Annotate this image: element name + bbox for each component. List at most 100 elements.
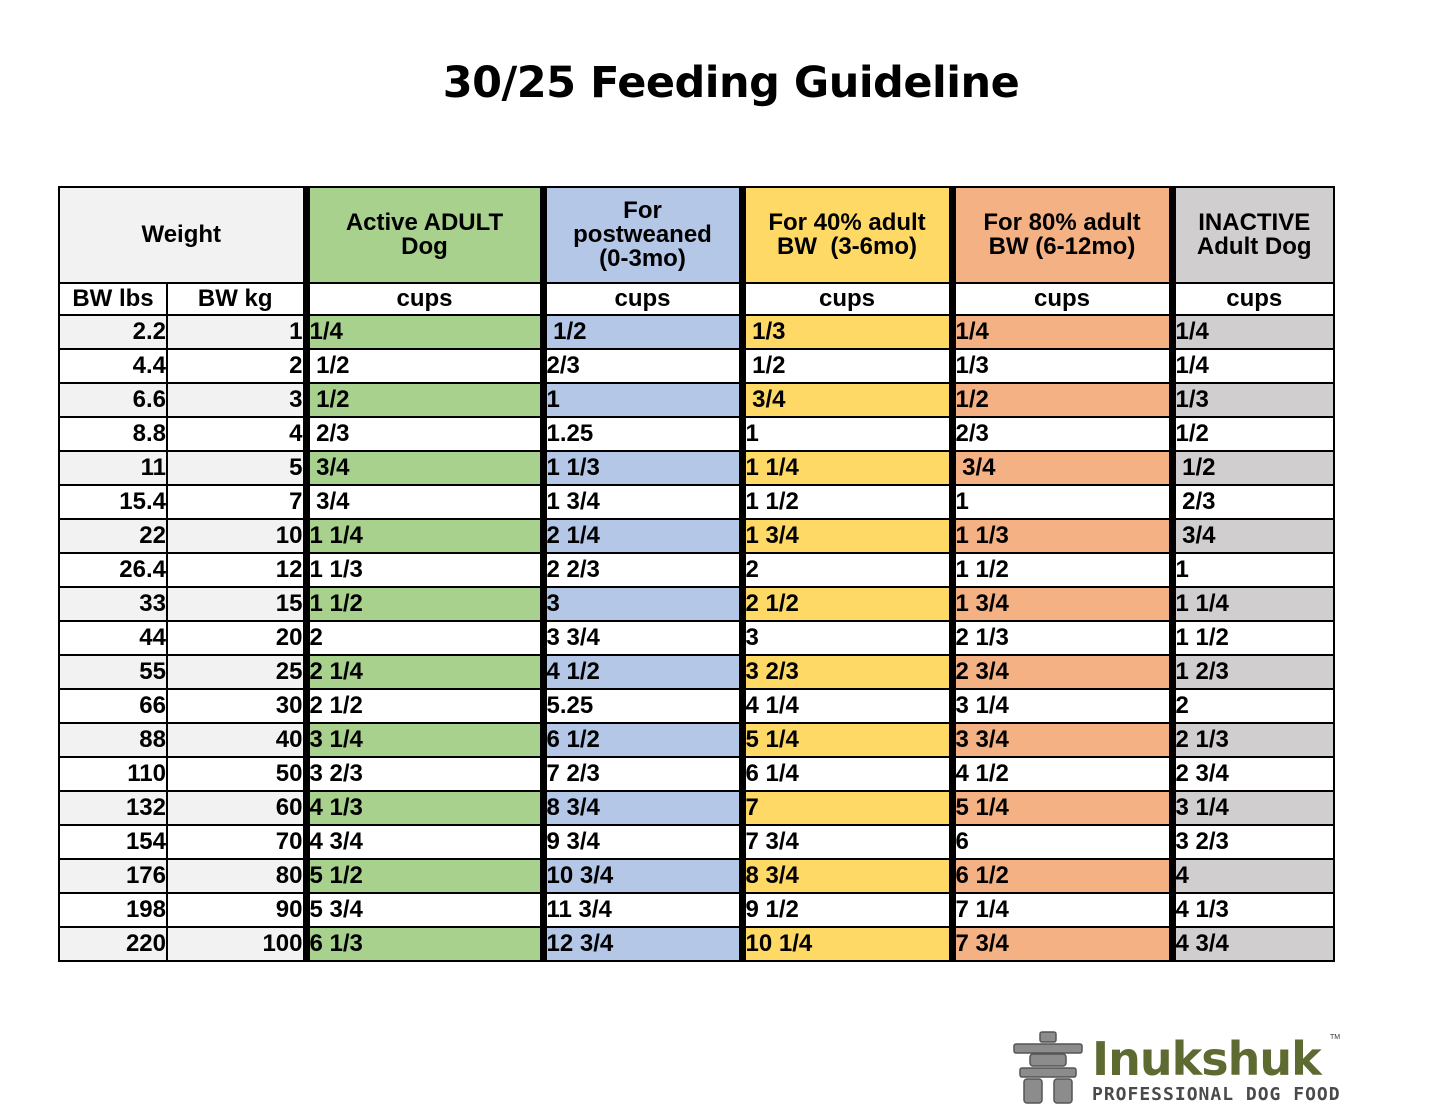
pct80-cups-cell: 2 3/4 [948, 654, 1173, 690]
table-row: 8.8 4 2/3 1.25 1 2/3 1/2 [58, 416, 1335, 452]
table-row: 44 20 2 3 3/4 3 2 1/3 1 1/2 [58, 620, 1335, 656]
bw-kg-cell: 1 [166, 314, 307, 350]
active-adult-cups-cell: 5 3/4 [302, 892, 544, 928]
active-adult-cups-cell: 1/2 [302, 382, 544, 418]
pct40-cups-cell: 1 3/4 [738, 518, 953, 554]
inactive-header-line2: Adult Dog [1196, 233, 1312, 260]
bw-kg-cell: 90 [166, 892, 307, 928]
postweaned-cups-cell: 2 1/4 [539, 518, 743, 554]
pct80-cups-cell: 7 1/4 [948, 892, 1173, 928]
inactive-cups-cell: 3 2/3 [1168, 824, 1335, 860]
bw-kg-cell: 25 [166, 654, 307, 690]
pct80-cups-cell: 1/2 [948, 382, 1173, 418]
active-adult-header-line2: Dog [401, 233, 448, 260]
inactive-cups-cell: 2 [1168, 688, 1335, 724]
bw-kg-cell: 70 [166, 824, 307, 860]
pct80-cups-cell: 1 1/3 [948, 518, 1173, 554]
pct80-cups-label: cups [948, 282, 1173, 316]
active-adult-header: Active ADULT Dog [302, 186, 544, 284]
pct40-cups-cell: 3 2/3 [738, 654, 953, 690]
postweaned-header: For postweaned (0-3mo) [539, 186, 743, 284]
table-row: 132 60 4 1/3 8 3/4 7 5 1/4 3 1/4 [58, 790, 1335, 826]
feeding-table: Weight Active ADULT Dog For postweaned (… [58, 186, 1335, 962]
bw-lbs-cell: 198 [58, 892, 168, 928]
active-cups-label: cups [302, 282, 544, 316]
table-row: 11 5 3/4 1 1/3 1 1/4 3/4 1/2 [58, 450, 1335, 486]
bw-kg-cell: 5 [166, 450, 307, 486]
inactive-header-line1: INACTIVE [1198, 209, 1311, 236]
inactive-cups-cell: 1/2 [1168, 450, 1335, 486]
bw-kg-cell: 10 [166, 518, 307, 554]
bw-lbs-cell: 4.4 [58, 348, 168, 384]
table-row: 220 100 6 1/3 12 3/4 10 1/4 7 3/4 4 3/4 [58, 926, 1335, 962]
active-adult-cups-cell: 2 1/4 [302, 654, 544, 690]
pct40-cups-cell: 4 1/4 [738, 688, 953, 724]
pct40-cups-cell: 2 [738, 552, 953, 588]
postweaned-cups-cell: 2 2/3 [539, 552, 743, 588]
subheader-row: BW lbs BW kg cups cups cups cups cups [58, 282, 1335, 316]
pct40-cups-cell: 1/3 [738, 314, 953, 350]
postweaned-header-line2: postweaned [573, 221, 712, 248]
active-adult-cups-cell: 2 1/2 [302, 688, 544, 724]
bw-lbs-cell: 110 [58, 756, 168, 792]
bw-lbs-cell: 11 [58, 450, 168, 486]
pct40-cups-cell: 5 1/4 [738, 722, 953, 758]
logo-tagline: PROFESSIONAL DOG FOOD [1092, 1084, 1341, 1105]
postweaned-cups-cell: 5.25 [539, 688, 743, 724]
postweaned-cups-cell: 1 3/4 [539, 484, 743, 520]
pct40-cups-cell: 10 1/4 [738, 926, 953, 962]
inukshuk-stone-figure-icon [1013, 1031, 1083, 1104]
inactive-cups-cell: 1/2 [1168, 416, 1335, 452]
active-adult-cups-cell: 2/3 [302, 416, 544, 452]
inactive-cups-cell: 2 1/3 [1168, 722, 1335, 758]
table-row: 6.6 3 1/2 1 3/4 1/2 1/3 [58, 382, 1335, 418]
inactive-cups-cell: 3 1/4 [1168, 790, 1335, 826]
header-row: Weight Active ADULT Dog For postweaned (… [58, 186, 1335, 284]
weight-header: Weight [58, 186, 307, 284]
inactive-cups-cell: 1 [1168, 552, 1335, 588]
active-adult-cups-cell: 3/4 [302, 450, 544, 486]
postweaned-cups-cell: 12 3/4 [539, 926, 743, 962]
pct80-cups-cell: 1 [948, 484, 1173, 520]
pct80-header: For 80% adult BW (6-12mo) [948, 186, 1173, 284]
pct80-header-line2: BW (6-12mo) [988, 233, 1136, 260]
inactive-cups-cell: 1/3 [1168, 382, 1335, 418]
postweaned-cups-cell: 1/2 [539, 314, 743, 350]
pct40-cups-cell: 2 1/2 [738, 586, 953, 622]
pct40-cups-cell: 3/4 [738, 382, 953, 418]
table-row: 88 40 3 1/4 6 1/2 5 1/4 3 3/4 2 1/3 [58, 722, 1335, 758]
postweaned-cups-cell: 6 1/2 [539, 722, 743, 758]
pct80-cups-cell: 3/4 [948, 450, 1173, 486]
postweaned-cups-label: cups [539, 282, 743, 316]
bw-kg-cell: 60 [166, 790, 307, 826]
postweaned-header-line3: (0-3mo) [599, 245, 686, 272]
inactive-cups-cell: 1 2/3 [1168, 654, 1335, 690]
table-row: 66 30 2 1/2 5.25 4 1/4 3 1/4 2 [58, 688, 1335, 724]
table-row: 4.4 2 1/2 2/3 1/2 1/3 1/4 [58, 348, 1335, 384]
bw-kg-cell: 3 [166, 382, 307, 418]
active-adult-cups-cell: 5 1/2 [302, 858, 544, 894]
bw-kg-header: BW kg [166, 282, 307, 316]
logo-trademark: TM [1330, 1034, 1341, 1041]
postweaned-cups-cell: 7 2/3 [539, 756, 743, 792]
pct80-cups-cell: 1/3 [948, 348, 1173, 384]
pct40-cups-cell: 9 1/2 [738, 892, 953, 928]
postweaned-cups-cell: 1 1/3 [539, 450, 743, 486]
pct40-header-line1: For 40% adult [768, 209, 926, 236]
pct80-cups-cell: 4 1/2 [948, 756, 1173, 792]
table-row: 110 50 3 2/3 7 2/3 6 1/4 4 1/2 2 3/4 [58, 756, 1335, 792]
bw-kg-cell: 12 [166, 552, 307, 588]
pct40-cups-cell: 1 [738, 416, 953, 452]
bw-kg-cell: 7 [166, 484, 307, 520]
pct80-cups-cell: 1/4 [948, 314, 1173, 350]
bw-lbs-cell: 15.4 [58, 484, 168, 520]
active-adult-cups-cell: 2 [302, 620, 544, 656]
pct80-cups-cell: 5 1/4 [948, 790, 1173, 826]
active-adult-cups-cell: 3 2/3 [302, 756, 544, 792]
inactive-cups-label: cups [1168, 282, 1335, 316]
pct80-cups-cell: 6 [948, 824, 1173, 860]
table-row: 176 80 5 1/2 10 3/4 8 3/4 6 1/2 4 [58, 858, 1335, 894]
pct40-cups-cell: 1/2 [738, 348, 953, 384]
postweaned-cups-cell: 9 3/4 [539, 824, 743, 860]
active-adult-cups-cell: 1 1/4 [302, 518, 544, 554]
